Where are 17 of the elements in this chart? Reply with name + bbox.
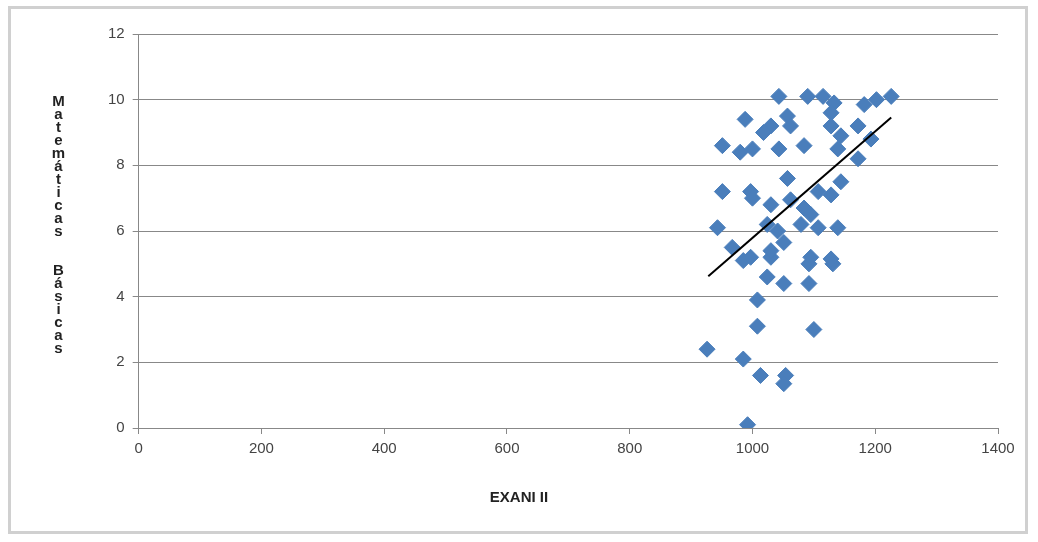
x-tick-label: 800 xyxy=(617,439,643,457)
y-tick-label: 2 xyxy=(116,352,125,370)
y-tick-label: 12 xyxy=(108,24,125,42)
y-tick-label: 10 xyxy=(108,89,125,107)
y-tick-label: 8 xyxy=(116,155,125,173)
y-tick-label: 0 xyxy=(116,418,125,436)
x-tick-label: 1200 xyxy=(858,439,892,457)
x-tick-label: 400 xyxy=(371,439,397,457)
y-tick-label: 4 xyxy=(116,286,125,304)
x-tick-label: 0 xyxy=(134,439,143,457)
y-axis-title: Matemáticas Básicas xyxy=(50,92,67,355)
x-tick-label: 600 xyxy=(494,439,520,457)
x-tick-label: 200 xyxy=(248,439,274,457)
x-tick-label: 1400 xyxy=(981,439,1015,457)
x-tick-label: 1000 xyxy=(735,439,770,457)
x-axis-title: EXANI II xyxy=(488,488,550,505)
y-tick-label: 6 xyxy=(116,221,125,239)
